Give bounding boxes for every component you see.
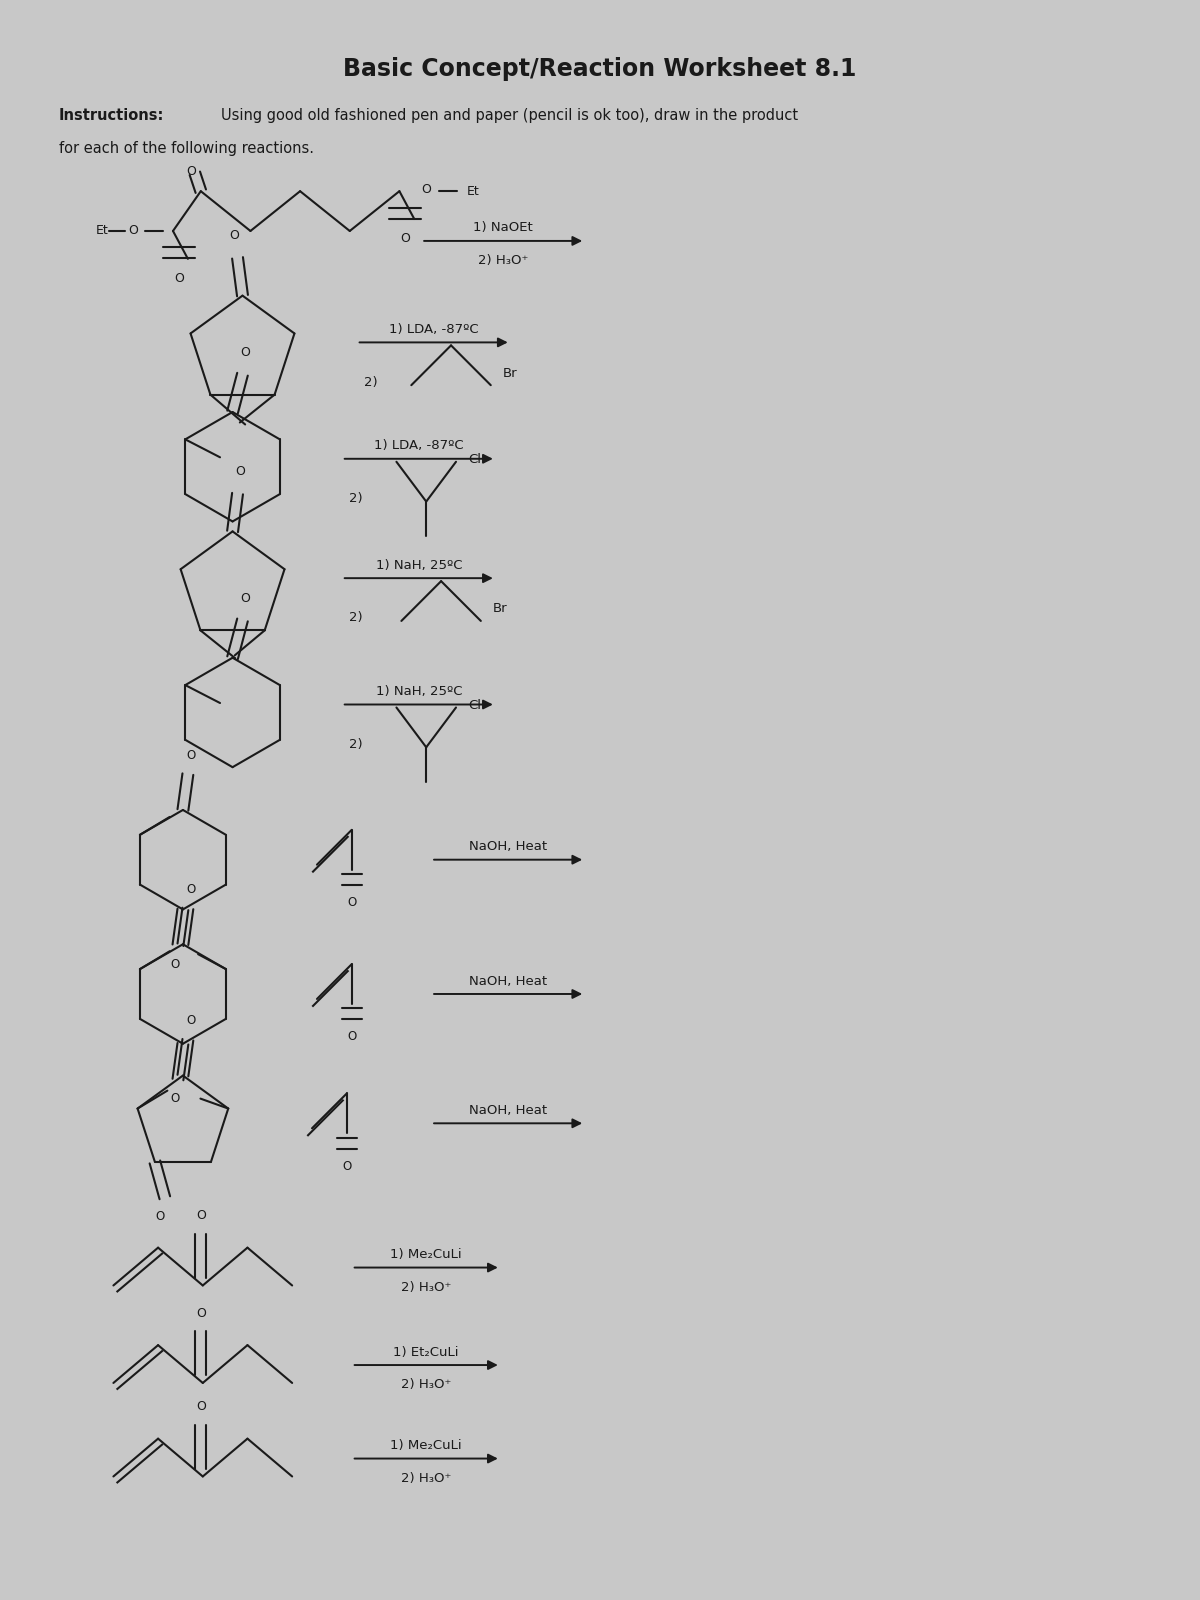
Text: O: O [196,1307,205,1320]
Text: 1) NaH, 25ºC: 1) NaH, 25ºC [376,558,462,571]
Text: 2) H₃O⁺: 2) H₃O⁺ [401,1472,451,1485]
Text: Br: Br [503,366,517,379]
Text: 1) LDA, -87ºC: 1) LDA, -87ºC [374,440,463,453]
Text: Basic Concept/Reaction Worksheet 8.1: Basic Concept/Reaction Worksheet 8.1 [343,58,857,82]
Text: O: O [170,1091,180,1106]
Text: O: O [186,165,196,178]
Text: 2) H₃O⁺: 2) H₃O⁺ [401,1379,451,1392]
Text: 1) Me₂CuLi: 1) Me₂CuLi [390,1438,462,1453]
Text: O: O [235,466,246,478]
Text: O: O [229,229,240,243]
Text: Using good old fashioned pen and paper (pencil is ok too), draw in the product: Using good old fashioned pen and paper (… [221,109,798,123]
Text: Cl: Cl [468,699,481,712]
Text: O: O [421,182,431,195]
Text: O: O [170,958,180,971]
Text: Br: Br [493,603,508,616]
Text: O: O [186,1014,196,1027]
Text: 2): 2) [349,738,362,750]
Text: O: O [186,883,196,896]
Text: Instructions:: Instructions: [59,109,164,123]
Text: O: O [347,896,356,909]
Text: Et: Et [467,184,480,198]
Text: O: O [342,1160,352,1173]
Text: 2) H₃O⁺: 2) H₃O⁺ [401,1282,451,1294]
Text: for each of the following reactions.: for each of the following reactions. [59,141,313,155]
Text: 2): 2) [349,493,362,506]
Text: 1) NaOEt: 1) NaOEt [473,221,533,235]
Text: 2) H₃O⁺: 2) H₃O⁺ [478,254,528,267]
Text: O: O [128,224,138,237]
Text: 1) LDA, -87ºC: 1) LDA, -87ºC [389,323,479,336]
Text: O: O [174,272,184,285]
Text: 1) NaH, 25ºC: 1) NaH, 25ºC [376,685,462,698]
Text: NaOH, Heat: NaOH, Heat [469,1104,547,1117]
Text: O: O [401,232,410,245]
Text: 1) Me₂CuLi: 1) Me₂CuLi [390,1248,462,1261]
Text: O: O [347,1030,356,1043]
Text: O: O [155,1210,164,1222]
Text: NaOH, Heat: NaOH, Heat [469,840,547,853]
Text: O: O [196,1210,205,1222]
Text: O: O [240,592,251,605]
Text: Et: Et [96,224,108,237]
Text: 2): 2) [349,611,362,624]
Text: O: O [240,346,251,358]
Text: O: O [186,749,196,762]
Text: 1) Et₂CuLi: 1) Et₂CuLi [394,1346,458,1358]
Text: O: O [196,1400,205,1413]
Text: 2): 2) [364,376,377,389]
Text: Cl: Cl [468,453,481,466]
Text: NaOH, Heat: NaOH, Heat [469,974,547,987]
